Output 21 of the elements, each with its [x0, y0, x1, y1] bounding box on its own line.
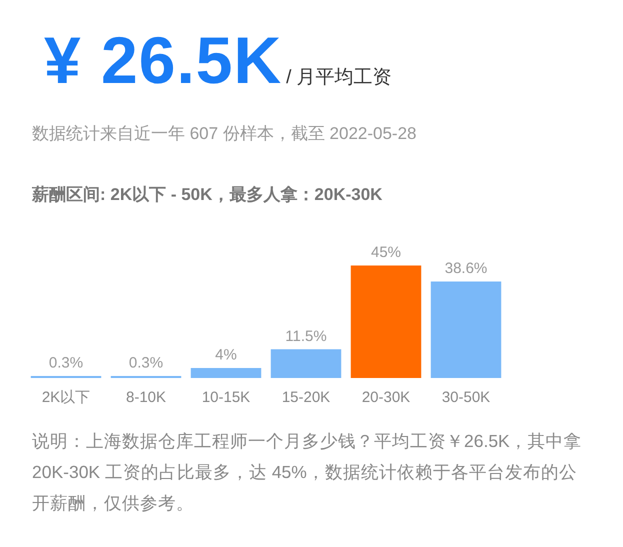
x-tick-label: 15-20K: [282, 389, 330, 406]
text: 薪酬区间: 2K以下 - 50K，最多人拿：20K-30K: [32, 184, 382, 206]
data-label: 11.5%: [285, 328, 327, 345]
bar: [430, 282, 502, 378]
bar: [270, 349, 342, 378]
data-label: 45%: [370, 244, 402, 262]
text: 说明：上海数据仓库工程师一个月多少钱？平均工资￥26.5K，其中拿 20K-30K 工资的占比最多，达 45%，数据统计依赖于各平台发布的公开薪酬，仅供参考。: [32, 430, 583, 515]
bar: [190, 368, 262, 378]
x-tick-label: 2K以下: [42, 389, 90, 406]
data-label: 0.3%: [128, 354, 164, 372]
x-tick-label: 20-30K: [362, 389, 410, 406]
x-tick-label: 10-15K: [202, 389, 250, 406]
text: 数据统计来自近一年 607 份样本，截至 2022-05-28: [32, 123, 416, 145]
bar: [350, 266, 422, 378]
data-label: 38.6%: [444, 260, 488, 278]
chart-subtitle: / 月平均工资: [286, 67, 392, 88]
data-label: 0.3%: [48, 354, 84, 372]
x-tick-label: 30-50K: [442, 389, 490, 406]
x-tick-label: 8-10K: [126, 389, 166, 406]
chart-title: ¥ 26.5K: [44, 23, 282, 97]
data-label: 4%: [215, 346, 237, 364]
